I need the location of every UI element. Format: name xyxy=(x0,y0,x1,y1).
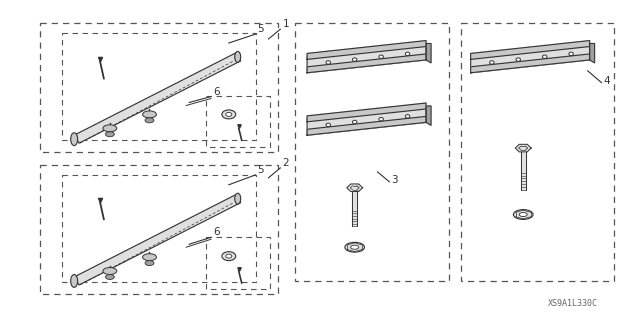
Polygon shape xyxy=(307,43,426,73)
Ellipse shape xyxy=(235,193,241,204)
Bar xyxy=(40,165,278,294)
Bar xyxy=(206,237,271,289)
Polygon shape xyxy=(307,41,426,59)
Ellipse shape xyxy=(235,51,241,62)
Ellipse shape xyxy=(226,254,232,258)
Polygon shape xyxy=(307,116,426,135)
Polygon shape xyxy=(515,144,531,152)
Ellipse shape xyxy=(70,274,77,287)
Ellipse shape xyxy=(326,123,330,127)
Ellipse shape xyxy=(222,110,236,119)
Ellipse shape xyxy=(143,254,156,261)
Ellipse shape xyxy=(226,112,232,116)
Polygon shape xyxy=(589,43,595,63)
Text: 1: 1 xyxy=(282,19,289,29)
Text: 5: 5 xyxy=(257,165,264,175)
Ellipse shape xyxy=(145,118,154,123)
Bar xyxy=(40,23,278,152)
Text: 6: 6 xyxy=(213,86,220,97)
Ellipse shape xyxy=(353,58,357,61)
Polygon shape xyxy=(426,106,431,125)
Text: XS9A1L330C: XS9A1L330C xyxy=(548,299,598,308)
Text: 6: 6 xyxy=(213,227,220,237)
Text: 2: 2 xyxy=(282,158,289,168)
Bar xyxy=(461,23,614,281)
Ellipse shape xyxy=(516,58,520,61)
Text: 4: 4 xyxy=(604,76,610,86)
Ellipse shape xyxy=(145,261,154,266)
Polygon shape xyxy=(470,54,589,73)
Ellipse shape xyxy=(345,242,365,252)
Ellipse shape xyxy=(569,52,573,56)
Polygon shape xyxy=(352,192,357,226)
Text: 3: 3 xyxy=(392,175,398,185)
Ellipse shape xyxy=(103,268,116,274)
Polygon shape xyxy=(521,152,525,190)
Bar xyxy=(295,23,449,281)
Ellipse shape xyxy=(351,245,358,249)
Ellipse shape xyxy=(222,252,236,261)
Ellipse shape xyxy=(543,55,547,58)
Polygon shape xyxy=(426,43,431,63)
Polygon shape xyxy=(470,41,589,59)
Ellipse shape xyxy=(106,132,115,137)
Ellipse shape xyxy=(106,274,115,279)
Polygon shape xyxy=(307,103,426,122)
Ellipse shape xyxy=(379,117,383,121)
Bar xyxy=(206,96,271,147)
Ellipse shape xyxy=(513,210,533,219)
Ellipse shape xyxy=(326,61,330,64)
Ellipse shape xyxy=(103,125,116,132)
Polygon shape xyxy=(470,43,589,73)
Ellipse shape xyxy=(490,61,494,64)
Ellipse shape xyxy=(353,120,357,124)
Ellipse shape xyxy=(519,212,527,217)
Polygon shape xyxy=(74,195,241,285)
Ellipse shape xyxy=(379,55,383,58)
Ellipse shape xyxy=(405,52,410,56)
Ellipse shape xyxy=(143,111,156,118)
Bar xyxy=(62,33,255,140)
Ellipse shape xyxy=(405,115,410,118)
Polygon shape xyxy=(307,106,426,135)
Bar xyxy=(62,175,255,282)
Polygon shape xyxy=(307,54,426,73)
Polygon shape xyxy=(74,53,241,143)
Text: 5: 5 xyxy=(257,24,264,34)
Polygon shape xyxy=(347,184,363,191)
Ellipse shape xyxy=(70,133,77,145)
